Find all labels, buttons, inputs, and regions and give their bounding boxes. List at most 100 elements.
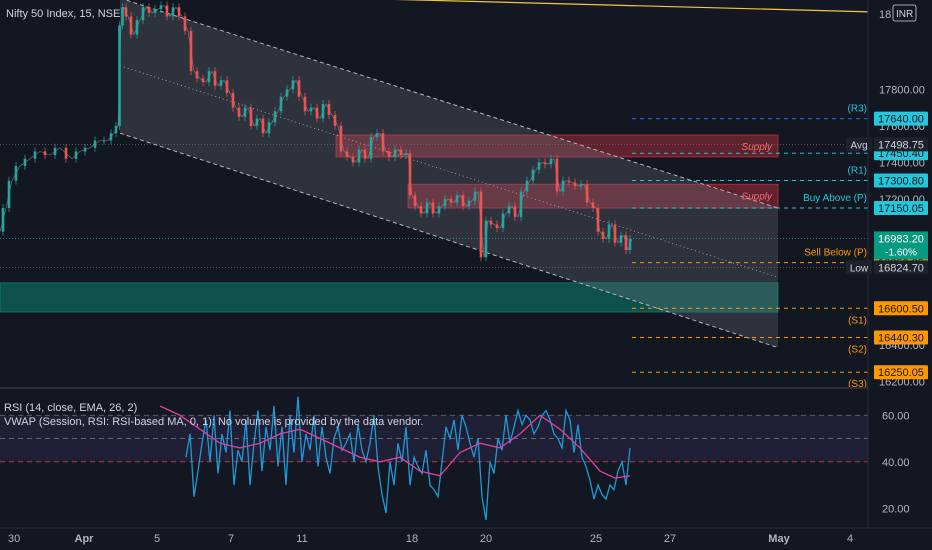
zone-box [0, 282, 779, 313]
candle-body [489, 220, 493, 225]
candle-body [124, 7, 128, 17]
candle-body [297, 80, 301, 97]
pivot-price-tag-bg [874, 365, 928, 380]
candle-body [249, 107, 253, 126]
pivot-level-label: (R3) [848, 104, 867, 115]
pivot-level-label: Buy Above (P) [803, 193, 867, 204]
candle-body [231, 93, 235, 108]
time-tick-label: 7 [228, 533, 234, 545]
candle-body [177, 7, 181, 17]
candle-body [613, 224, 617, 243]
pivot-price-tag: 17300.80 [878, 175, 924, 187]
pivot-price-tag-bg [874, 201, 928, 216]
channel-layer [119, 0, 871, 349]
candle-body [255, 118, 259, 126]
zone-label: Supply [741, 191, 773, 202]
time-tick-label: 5 [154, 533, 160, 545]
time-tick-label: 27 [664, 533, 676, 545]
candle-body [303, 96, 307, 112]
candle-body [419, 206, 423, 214]
candle-body [573, 182, 577, 187]
candle-body [543, 162, 547, 165]
candle-body [585, 184, 589, 203]
candle-body [273, 111, 277, 123]
candle-body [183, 16, 187, 32]
candle-body [118, 25, 121, 126]
avg-price-tag: 17498.75 [878, 139, 924, 151]
avg-label: Avg [850, 140, 867, 151]
time-tick-label: 30 [8, 533, 20, 545]
candle-body [501, 213, 505, 229]
candle-body [479, 191, 483, 258]
time-tick-label: Apr [75, 533, 95, 545]
pivot-level-label: (R1) [848, 165, 867, 176]
price-axis-bg [868, 0, 932, 550]
rsi-line [185, 396, 631, 521]
candle-body [243, 107, 247, 117]
time-tick-label: May [768, 533, 790, 545]
currency-badge[interactable]: INR [896, 9, 913, 20]
currency-badge-box[interactable] [892, 4, 917, 22]
channel-mid-line [119, 65, 779, 278]
candle-body [363, 149, 367, 159]
low-label-bg [846, 260, 872, 275]
price-tick-label: 16200.00 [879, 376, 925, 388]
rsi-tick-label: 20.00 [882, 503, 910, 515]
candle-body [315, 107, 319, 119]
pivot-level-label: (S2) [848, 345, 867, 356]
candle-body [408, 153, 412, 196]
candle-body [467, 200, 471, 207]
candle-body [147, 7, 151, 13]
candle-body [399, 149, 403, 156]
candle-body [431, 202, 435, 214]
candle-body [425, 202, 429, 214]
rsi-tick-label: 60.00 [882, 410, 910, 422]
candle-body [369, 136, 373, 159]
candle-body [449, 198, 453, 203]
candle-body [404, 153, 408, 156]
pivot-level-label: (S3) [848, 379, 867, 390]
candle-body [153, 9, 157, 13]
pivot-price-tag-bg [874, 111, 928, 126]
candle-body [327, 104, 331, 115]
rsi-ma-line [159, 405, 631, 479]
candle-body [159, 5, 163, 10]
time-tick-label: 11 [296, 533, 307, 545]
candle-body [601, 231, 605, 240]
rsi-legend[interactable]: RSI (14, close, EMA, 26, 2) [4, 402, 137, 414]
zone-label: Supply [741, 142, 773, 153]
vwap-legend[interactable]: VWAP (Session, RSI: RSI-based MA, 0, 1):… [4, 416, 423, 428]
price-axis[interactable]: 17800.0017600.0017400.0017200.0016400.00… [846, 0, 932, 550]
candle-body [495, 224, 499, 229]
pivot-price-tag: 17640.00 [878, 114, 924, 126]
candle-body [207, 71, 211, 83]
candle-body [237, 107, 241, 117]
candle-body [219, 80, 223, 86]
time-axis[interactable]: 30 Apr 5 7 11 18 20 25 27 May 4 [0, 527, 932, 550]
channel-upper-line [124, 0, 779, 209]
candle-body [261, 118, 265, 134]
candle-body [14, 166, 18, 181]
candle-body [267, 122, 271, 134]
candle-body [285, 89, 289, 97]
pivot-level-label: (S1) [848, 315, 867, 326]
candle-body [413, 195, 417, 207]
candle-body [387, 151, 391, 157]
symbol-title[interactable]: Nifty 50 Index, 15, NSE [6, 8, 120, 20]
candle-body [351, 156, 355, 163]
candle-body [129, 16, 133, 35]
candle-body [484, 220, 488, 258]
candle-body [213, 71, 217, 86]
candle-body [201, 78, 205, 83]
candle-body [357, 149, 361, 163]
rsi-tick-label: 40.00 [882, 457, 910, 469]
candle-body [309, 107, 313, 112]
candle-body [1, 208, 5, 232]
time-tick-label: 4 [847, 533, 853, 545]
rsi-pane [0, 387, 932, 521]
candle-body [321, 104, 325, 119]
pivot-price-tag: 17150.05 [878, 203, 924, 215]
candle-body [171, 7, 175, 17]
